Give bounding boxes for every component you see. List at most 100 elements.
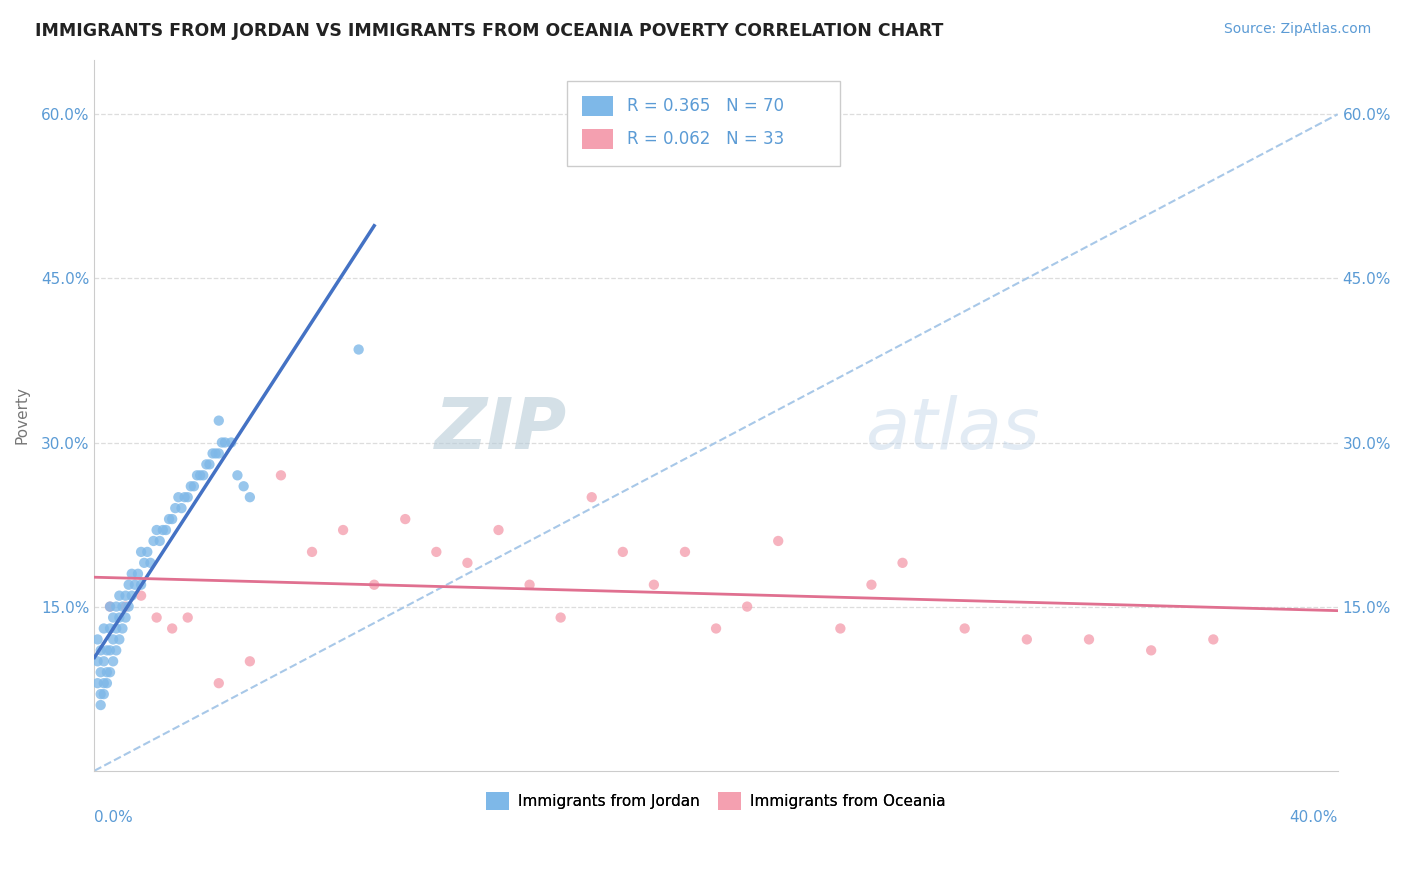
Point xyxy=(108,589,131,603)
Point xyxy=(953,622,976,636)
Point xyxy=(183,479,205,493)
Point xyxy=(170,501,193,516)
Point xyxy=(105,643,128,657)
Point xyxy=(612,545,634,559)
Point xyxy=(1202,632,1225,647)
Point xyxy=(201,446,224,460)
Point xyxy=(105,622,128,636)
Point xyxy=(98,622,121,636)
Point xyxy=(208,676,231,690)
Point xyxy=(198,458,221,472)
Legend: Immigrants from Jordan, Immigrants from Oceania: Immigrants from Jordan, Immigrants from … xyxy=(479,786,952,816)
Point xyxy=(157,512,180,526)
Point xyxy=(114,599,136,614)
Point xyxy=(149,533,172,548)
Text: ZIP: ZIP xyxy=(434,395,567,464)
Point xyxy=(1078,632,1101,647)
Point xyxy=(363,578,385,592)
Point xyxy=(93,622,115,636)
Point xyxy=(98,665,121,680)
Point xyxy=(98,643,121,657)
Point xyxy=(101,610,124,624)
Point xyxy=(121,589,143,603)
Point xyxy=(93,676,115,690)
Point xyxy=(643,578,665,592)
Point xyxy=(101,654,124,668)
Point xyxy=(111,599,134,614)
Point xyxy=(1015,632,1038,647)
Text: R = 0.365   N = 70: R = 0.365 N = 70 xyxy=(627,97,783,115)
Point xyxy=(735,599,758,614)
Point xyxy=(114,589,136,603)
Point xyxy=(86,632,108,647)
Point xyxy=(239,490,262,504)
Point xyxy=(93,687,115,701)
Point xyxy=(270,468,292,483)
Text: R = 0.062   N = 33: R = 0.062 N = 33 xyxy=(627,130,783,148)
Point xyxy=(127,566,149,581)
Point xyxy=(96,676,118,690)
Point xyxy=(766,533,789,548)
Point xyxy=(1140,643,1163,657)
Point xyxy=(550,610,572,624)
Point xyxy=(177,490,200,504)
Point xyxy=(204,446,226,460)
Point xyxy=(456,556,478,570)
Point xyxy=(347,343,370,357)
Point xyxy=(136,545,159,559)
Text: atlas: atlas xyxy=(865,395,1040,464)
Point xyxy=(195,458,218,472)
Point xyxy=(581,490,603,504)
Point xyxy=(129,545,152,559)
Point xyxy=(145,523,167,537)
Point xyxy=(180,479,202,493)
Point xyxy=(139,556,162,570)
Bar xyxy=(582,129,613,149)
Y-axis label: Poverty: Poverty xyxy=(15,386,30,444)
Point xyxy=(118,578,141,592)
Point xyxy=(226,468,249,483)
Point xyxy=(101,632,124,647)
Point xyxy=(114,610,136,624)
Point xyxy=(134,556,156,570)
Point xyxy=(165,501,187,516)
Point xyxy=(121,566,143,581)
Text: Source: ZipAtlas.com: Source: ZipAtlas.com xyxy=(1223,22,1371,37)
Point xyxy=(90,665,112,680)
Point xyxy=(108,610,131,624)
Point xyxy=(830,622,852,636)
Point xyxy=(90,643,112,657)
Text: 40.0%: 40.0% xyxy=(1289,810,1337,825)
Point xyxy=(96,665,118,680)
Point xyxy=(186,468,208,483)
Point xyxy=(214,435,236,450)
Point xyxy=(193,468,215,483)
Point xyxy=(129,589,152,603)
Point xyxy=(167,490,190,504)
Point xyxy=(177,610,200,624)
Point xyxy=(208,414,231,428)
Point xyxy=(142,533,165,548)
Point xyxy=(239,654,262,668)
Point xyxy=(118,599,141,614)
Point xyxy=(145,610,167,624)
Point xyxy=(86,654,108,668)
Point xyxy=(519,578,541,592)
Point xyxy=(488,523,510,537)
Point xyxy=(425,545,447,559)
Point xyxy=(86,676,108,690)
Point xyxy=(93,654,115,668)
Point xyxy=(860,578,883,592)
Point xyxy=(105,599,128,614)
Point xyxy=(111,622,134,636)
Point xyxy=(211,435,233,450)
Point xyxy=(219,435,242,450)
Point xyxy=(96,643,118,657)
Point xyxy=(301,545,323,559)
Point xyxy=(673,545,696,559)
Point xyxy=(188,468,211,483)
Point xyxy=(90,698,112,712)
Point xyxy=(394,512,416,526)
Point xyxy=(108,632,131,647)
Point xyxy=(98,599,121,614)
